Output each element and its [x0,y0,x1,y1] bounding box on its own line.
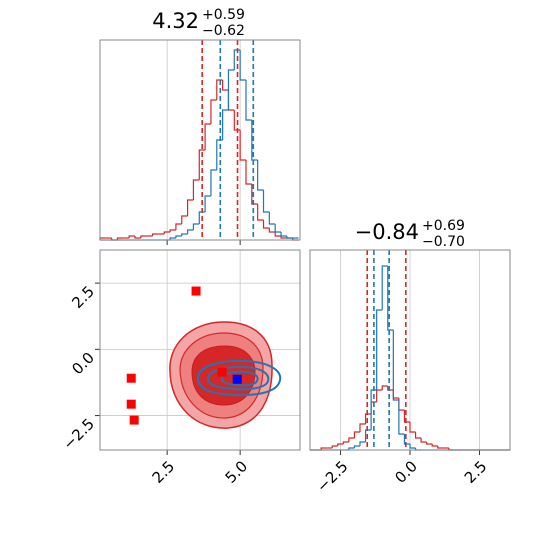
histogram-step [204,195,211,212]
histogram-step [359,441,366,446]
histogram-step [163,231,171,234]
histogram-step [342,441,349,444]
histogram-step [320,447,327,450]
histogram-step [348,437,355,442]
histogram-step [331,445,338,448]
histogram-step [186,229,194,234]
histogram-step [257,204,264,221]
histogram-step [210,169,217,196]
histogram-step [227,69,235,110]
histogram-step [169,237,176,240]
marker [217,367,227,377]
histogram-step [251,184,258,205]
histogram-step [387,386,394,391]
marker [126,399,136,409]
title-lower: −0.70 [422,234,465,250]
histogram-step [151,233,159,236]
histogram-step [381,265,388,310]
histogram-step [398,400,405,435]
histogram-step [134,236,141,239]
histogram-step [181,233,188,236]
histogram-step [409,422,416,433]
histogram-step [426,442,433,445]
histogram-step [353,445,360,448]
title-lower: −0.62 [202,23,245,39]
histogram-step [409,444,416,449]
marker [232,374,242,384]
title-upper: +0.69 [422,218,465,234]
histogram-step [204,123,211,150]
title-value: 4.32 [152,9,199,33]
histogram-step [192,223,200,230]
titles: 4.32 +0.59 −0.62 −0.84 +0.69 −0.70 [152,7,465,250]
contour-blue-mid [206,365,270,391]
histogram-step [364,429,372,442]
histogram-step [262,190,270,213]
histogram-step [239,130,246,161]
histogram-step [222,109,229,140]
histogram-step [353,431,360,438]
histogram-step [268,212,276,225]
marker [126,373,136,383]
histogram-step [348,447,355,450]
histogram-step [274,224,282,233]
histogram-step [280,232,287,237]
histogram-step [274,232,282,237]
marker [129,415,139,425]
histogram-step [192,179,200,200]
histogram-step [210,99,217,124]
histogram-step [376,309,383,390]
title-value: −0.84 [355,220,419,244]
histogram-step [286,236,293,239]
panel-frame [99,249,301,451]
histogram-step [175,235,182,238]
histogram-step [364,413,372,424]
histogram-step [251,120,258,161]
histogram-step [359,423,366,432]
marker [191,286,201,296]
histogram-step [280,236,287,239]
histogram-step [431,444,438,447]
histogram-step [257,160,264,191]
histogram-step [403,434,410,445]
histogram-step [186,199,194,216]
contour-blue-inner [220,370,259,387]
histogram-step [414,432,422,439]
histogram-step [245,160,252,185]
histogram-step [239,50,246,81]
histogram-step [370,389,377,430]
histogram-step [198,149,206,180]
histogram-step [245,80,252,121]
histogram-step [381,385,388,390]
contour-blue-outer [196,359,282,397]
histogram-step [262,220,270,229]
histogram-step [233,49,241,70]
histogram-step [392,330,399,401]
histogram-step [140,235,147,238]
histogram-step [222,80,229,91]
histogram-step [175,223,182,230]
panel-frame [309,249,511,451]
histogram-step [437,446,444,449]
histogram-step [116,237,124,240]
histogram-step [337,443,344,446]
title-upper: +0.59 [202,7,245,23]
histogram-step [268,228,276,233]
histogram-step [181,215,188,224]
histogram-step [387,266,394,331]
histogram-step [169,229,176,232]
histogram-step [198,211,206,224]
panel-frame [99,39,301,241]
histogram-step [128,235,136,238]
histogram-step [420,438,427,443]
histogram-step [403,410,410,423]
